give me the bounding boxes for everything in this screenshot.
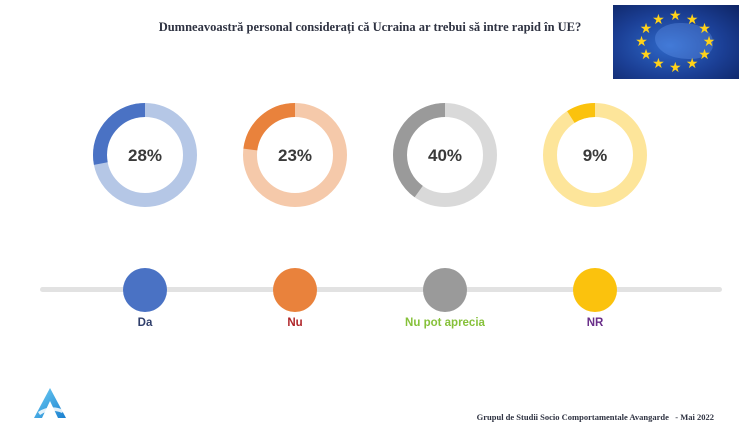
- legend-label-2: Nu pot aprecia: [405, 317, 485, 329]
- eu-star-icon: ★: [669, 59, 682, 76]
- legend-label-1: Nu: [287, 317, 303, 329]
- legend-label-3: NR: [586, 317, 604, 329]
- donut-slice-1: [243, 103, 347, 207]
- europe-map-shape: [655, 23, 713, 59]
- eu-star-icon: ★: [698, 21, 711, 38]
- donut-value-label-2: 40%: [428, 146, 462, 165]
- donut-charts: 28% 23% 40% 9%: [93, 103, 647, 207]
- survey-question: Dumneavoastră personal considerați că Uc…: [158, 20, 582, 34]
- avangarde-logo-icon: [34, 388, 66, 418]
- donut-slice-2: [393, 103, 497, 207]
- donut-slice-0: [93, 103, 197, 207]
- eu-flag-icon: ★ ★ ★ ★ ★ ★ ★ ★ ★ ★ ★ ★: [613, 5, 739, 79]
- legend-timeline: [40, 287, 722, 292]
- donut-value-label-1: 23%: [278, 146, 312, 165]
- eu-star-icon: ★: [685, 56, 699, 73]
- eu-star-icon: ★: [702, 34, 716, 50]
- eu-star-icon: ★: [669, 8, 682, 25]
- legend-dot-1: [273, 268, 317, 312]
- eu-star-icon: ★: [652, 11, 665, 28]
- eu-star-icon: ★: [652, 56, 665, 73]
- eu-star-icon: ★: [698, 46, 711, 63]
- donut-value-label-0: 28%: [128, 146, 162, 165]
- legend-dot-3: [573, 268, 617, 312]
- legend-dot-2: [423, 268, 467, 312]
- donut-slice-3: [543, 103, 647, 207]
- legend-label-0: Da: [137, 317, 153, 329]
- eu-star-icon: ★: [639, 46, 653, 63]
- donut-value-label-3: 9%: [583, 146, 608, 165]
- eu-star-icon: ★: [635, 34, 648, 50]
- eu-star-icon: ★: [685, 11, 699, 28]
- legend-dot-0: [123, 268, 167, 312]
- eu-star-icon: ★: [639, 21, 653, 38]
- footer-credit: Grupul de Studii Socio Comportamentale A…: [476, 412, 714, 422]
